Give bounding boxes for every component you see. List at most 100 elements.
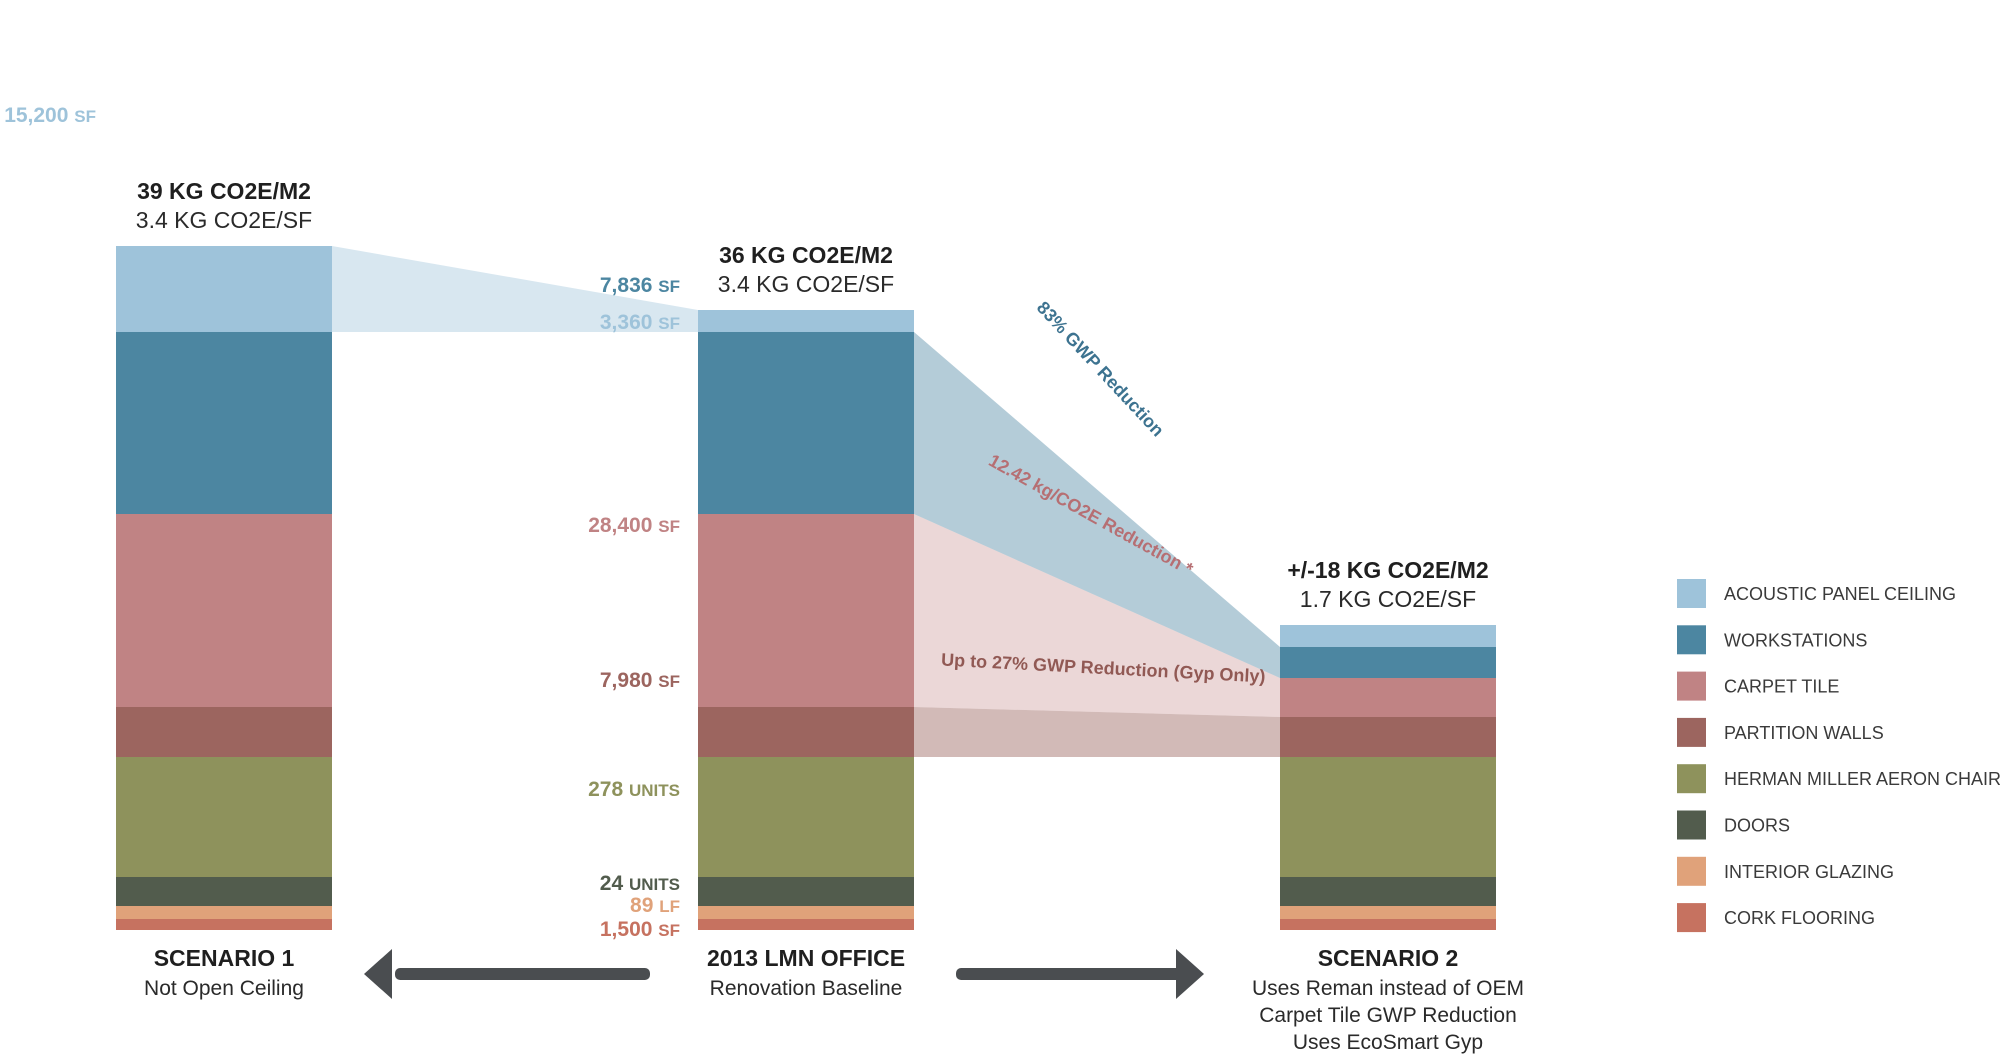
quantity-label: 1,500 SF xyxy=(600,918,680,941)
bar-segment-work xyxy=(116,332,332,514)
bar-segment-cork xyxy=(698,919,914,930)
legend-label: DOORS xyxy=(1724,816,1790,836)
legend-swatch xyxy=(1677,856,1706,886)
bar-segment-cork xyxy=(1280,919,1496,930)
legend-item-cork: CORK FLOORING xyxy=(1677,903,1875,933)
legend-swatch xyxy=(1677,671,1706,701)
quantity-label: 278 UNITS xyxy=(588,778,680,801)
bar-segment-carpet xyxy=(698,514,914,707)
bar-title-bold: 39 KG CO2E/M2 xyxy=(137,178,311,204)
bar-title-sub: 3.4 KG CO2E/SF xyxy=(718,271,894,297)
bar-segment-carpet xyxy=(1280,678,1496,717)
legend-label: ACOUSTIC PANEL CEILING xyxy=(1724,584,1956,604)
flow-annotation: 83% GWP Reduction xyxy=(1033,297,1168,440)
legend-label: HERMAN MILLER AERON CHAIR xyxy=(1724,769,2000,789)
quantity-unit: LF xyxy=(659,897,680,916)
bar-title-sub: 3.4 KG CO2E/SF xyxy=(136,207,312,233)
bar-segment-doors xyxy=(116,877,332,906)
quantity-unit: SF xyxy=(658,517,680,536)
bar-segment-ceiling xyxy=(116,246,332,332)
legend-swatch xyxy=(1677,810,1706,840)
legend-swatch xyxy=(1677,764,1706,794)
direction-arrows xyxy=(364,949,1204,999)
flow-work xyxy=(914,332,1280,678)
bar-segment-glazing xyxy=(1280,906,1496,919)
legend-swatch xyxy=(1677,903,1706,933)
quantity-label: 24 UNITS xyxy=(600,872,680,895)
arrow-right-shaft xyxy=(956,968,1191,980)
quantity-unit: UNITS xyxy=(629,781,680,800)
scenario-caption-line: Renovation Baseline xyxy=(710,977,903,1000)
quantity-unit: SF xyxy=(658,277,680,296)
quantity-label: 7,836 SF xyxy=(600,274,680,297)
bar-segment-work xyxy=(698,332,914,514)
bar-segment-partition xyxy=(116,707,332,757)
quantity-label: 7,980 SF xyxy=(600,669,680,692)
bar-segment-chair xyxy=(1280,757,1496,877)
quantity-number: 7,980 xyxy=(600,669,658,692)
bar-segment-ceiling xyxy=(698,310,914,332)
bar-segment-work xyxy=(1280,647,1496,678)
arrow-left-head xyxy=(364,949,392,999)
bar-segment-doors xyxy=(698,877,914,906)
arrow-left-shaft xyxy=(395,968,650,980)
legend-label: CORK FLOORING xyxy=(1724,908,1875,928)
legend-swatch xyxy=(1677,579,1706,608)
flow-carpet xyxy=(914,514,1280,717)
quantity-number: 3,360 xyxy=(600,311,658,334)
quantity-unit: UNITS xyxy=(629,875,680,894)
quantity-label: 15,200 SF xyxy=(4,104,96,127)
bar-segment-doors xyxy=(1280,877,1496,906)
bar-segment-cork xyxy=(116,919,332,930)
legend-label: PARTITION WALLS xyxy=(1724,723,1884,743)
scenario-caption-title: 2013 LMN OFFICE xyxy=(707,945,905,971)
bar-title-bold: +/-18 KG CO2E/M2 xyxy=(1287,557,1488,583)
legend-label: WORKSTATIONS xyxy=(1724,630,1867,650)
scenario-caption-line: Carpet Tile GWP Reduction xyxy=(1259,1004,1517,1027)
arrow-right-head xyxy=(1176,949,1204,999)
quantity-label: 28,400 SF xyxy=(588,514,680,537)
bar-title-sub: 1.7 KG CO2E/SF xyxy=(1300,586,1476,612)
quantity-label: 89 LF xyxy=(630,894,680,917)
legend-item-chair: HERMAN MILLER AERON CHAIR xyxy=(1677,764,2000,794)
stacked-bars xyxy=(116,246,1496,930)
bar-segment-glazing xyxy=(698,906,914,919)
quantity-number: 24 xyxy=(600,872,629,895)
quantity-unit: SF xyxy=(74,107,96,126)
quantity-number: 278 xyxy=(588,778,629,801)
legend-item-partition: PARTITION WALLS xyxy=(1677,717,1884,747)
legend-item-doors: DOORS xyxy=(1677,810,1790,840)
legend: ACOUSTIC PANEL CEILING WORKSTATIONS CARPET… xyxy=(1677,579,2000,933)
bar-segment-carpet xyxy=(116,514,332,707)
quantity-number: 28,400 xyxy=(588,514,658,537)
quantity-number: 7,836 xyxy=(600,274,658,297)
scenario-caption-title: SCENARIO 1 xyxy=(154,945,295,971)
quantity-unit: SF xyxy=(658,314,680,333)
bar-stack-1 xyxy=(116,246,332,930)
bar-segment-chair xyxy=(698,757,914,877)
bar-segment-partition xyxy=(698,707,914,757)
legend-label: INTERIOR GLAZING xyxy=(1724,862,1894,882)
quantity-number: 89 xyxy=(630,894,659,917)
flow-ceiling xyxy=(332,246,698,332)
quantity-unit: SF xyxy=(658,672,680,691)
legend-label: CARPET TILE xyxy=(1724,677,1839,697)
flow-partition xyxy=(914,707,1280,757)
bar-segment-chair xyxy=(116,757,332,877)
quantity-number: 15,200 xyxy=(4,104,74,127)
scenario-caption-line: Not Open Ceiling xyxy=(144,977,304,1000)
bar-segment-ceiling xyxy=(1280,625,1496,647)
quantity-label: 3,360 SF xyxy=(600,311,680,334)
bar-segment-glazing xyxy=(116,906,332,919)
bar-title-bold: 36 KG CO2E/M2 xyxy=(719,242,893,268)
bar-segment-partition xyxy=(1280,717,1496,757)
legend-item-ceiling: ACOUSTIC PANEL CEILING xyxy=(1677,579,1956,608)
legend-swatch xyxy=(1677,625,1706,655)
quantity-number: 1,500 xyxy=(600,918,658,941)
scenario-caption-line: Uses Reman instead of OEM xyxy=(1252,977,1524,1000)
scenario-caption-title: SCENARIO 2 xyxy=(1318,945,1459,971)
bar-stack-3 xyxy=(1280,625,1496,930)
legend-item-glazing: INTERIOR GLAZING xyxy=(1677,856,1894,886)
scenario-caption-line: Uses EcoSmart Gyp xyxy=(1293,1031,1483,1054)
